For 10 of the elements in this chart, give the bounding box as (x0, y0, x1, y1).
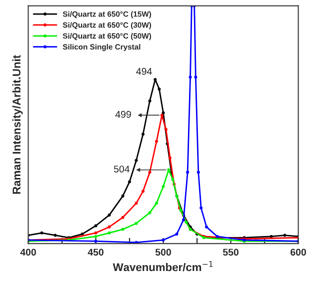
x-axis-title: Wavenumber/cm$^{−1}$ (112, 261, 213, 272)
x-tick-label: 600 (290, 248, 306, 256)
y-axis-title: Raman Intensity/Arbit.Unit (12, 55, 23, 194)
annotation: 504 (114, 166, 130, 172)
x-tick-label: 500 (155, 248, 171, 256)
x-tick-label: 400 (20, 248, 36, 256)
x-tick-label: 450 (88, 248, 104, 256)
x-tick-label: 550 (222, 248, 239, 256)
annotation: 494 (136, 68, 152, 75)
annotation: 499 (115, 110, 131, 118)
